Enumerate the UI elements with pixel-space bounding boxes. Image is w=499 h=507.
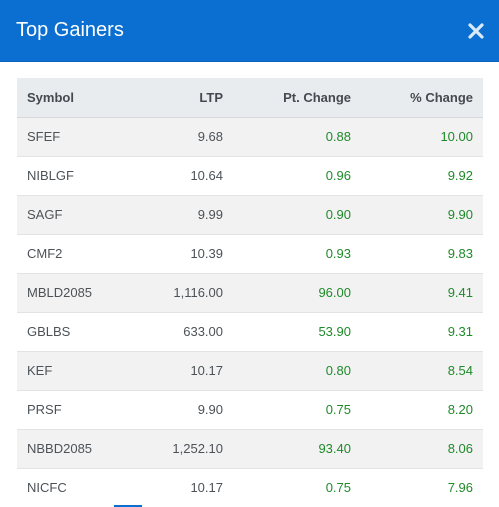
header-row: Symbol LTP Pt. Change % Change bbox=[17, 78, 483, 118]
ltp-cell: 1,252.10 bbox=[127, 428, 233, 468]
pt-change-cell: 93.40 bbox=[233, 428, 361, 468]
gainers-table: Symbol LTP Pt. Change % Change SFEF 9.68… bbox=[17, 78, 483, 507]
table-body: SFEF 9.68 0.88 10.00 NIBLGF 10.64 0.96 9… bbox=[17, 116, 483, 507]
pt-change-cell: 96.00 bbox=[233, 272, 361, 312]
ltp-cell: 10.17 bbox=[127, 350, 233, 390]
table-row[interactable]: SAGF 9.99 0.90 9.90 bbox=[17, 194, 483, 234]
pt-change-cell: 0.75 bbox=[233, 467, 361, 507]
symbol-cell: SAGF bbox=[17, 194, 127, 234]
ltp-cell: 1,116.00 bbox=[127, 272, 233, 312]
pct-change-cell: 7.96 bbox=[361, 467, 483, 507]
ltp-cell: 9.90 bbox=[127, 389, 233, 429]
column-header-ltp[interactable]: LTP bbox=[127, 78, 233, 118]
symbol-cell: NICFC bbox=[17, 467, 127, 507]
table-row[interactable]: CMF2 10.39 0.93 9.83 bbox=[17, 233, 483, 273]
symbol-cell: MBLD2085 bbox=[17, 272, 127, 312]
pt-change-cell: 0.88 bbox=[233, 116, 361, 156]
symbol-cell: GBLBS bbox=[17, 311, 127, 351]
symbol-cell: PRSF bbox=[17, 389, 127, 429]
table-row[interactable]: NBBD2085 1,252.10 93.40 8.06 bbox=[17, 428, 483, 468]
pct-change-cell: 9.92 bbox=[361, 155, 483, 195]
table-row[interactable]: MBLD2085 1,116.00 96.00 9.41 bbox=[17, 272, 483, 312]
table-row[interactable]: KEF 10.17 0.80 8.54 bbox=[17, 350, 483, 390]
symbol-cell: NBBD2085 bbox=[17, 428, 127, 468]
symbol-cell: NIBLGF bbox=[17, 155, 127, 195]
modal-header: Top Gainers bbox=[0, 0, 499, 62]
close-button[interactable] bbox=[467, 20, 485, 42]
pt-change-cell: 53.90 bbox=[233, 311, 361, 351]
symbol-cell: SFEF bbox=[17, 116, 127, 156]
pt-change-cell: 0.90 bbox=[233, 194, 361, 234]
ltp-cell: 9.68 bbox=[127, 116, 233, 156]
gainers-table-container: Symbol LTP Pt. Change % Change SFEF 9.68… bbox=[17, 78, 483, 507]
pct-change-cell: 8.06 bbox=[361, 428, 483, 468]
close-icon bbox=[468, 23, 484, 39]
ltp-cell: 9.99 bbox=[127, 194, 233, 234]
table-row[interactable]: NIBLGF 10.64 0.96 9.92 bbox=[17, 155, 483, 195]
symbol-cell: KEF bbox=[17, 350, 127, 390]
pct-change-cell: 9.41 bbox=[361, 272, 483, 312]
ltp-cell: 10.39 bbox=[127, 233, 233, 273]
ltp-cell: 10.17 bbox=[127, 467, 233, 507]
ltp-cell: 10.64 bbox=[127, 155, 233, 195]
table-row[interactable]: GBLBS 633.00 53.90 9.31 bbox=[17, 311, 483, 351]
pt-change-cell: 0.93 bbox=[233, 233, 361, 273]
scroll-indicator[interactable] bbox=[114, 505, 142, 507]
column-header-symbol[interactable]: Symbol bbox=[17, 78, 127, 118]
column-header-pct-change[interactable]: % Change bbox=[361, 78, 483, 118]
table-row[interactable]: SFEF 9.68 0.88 10.00 bbox=[17, 116, 483, 156]
column-header-pt-change[interactable]: Pt. Change bbox=[233, 78, 361, 118]
pct-change-cell: 9.31 bbox=[361, 311, 483, 351]
modal-title: Top Gainers bbox=[16, 19, 124, 41]
pct-change-cell: 9.90 bbox=[361, 194, 483, 234]
pct-change-cell: 8.20 bbox=[361, 389, 483, 429]
pt-change-cell: 0.75 bbox=[233, 389, 361, 429]
pt-change-cell: 0.96 bbox=[233, 155, 361, 195]
table-row[interactable]: NICFC 10.17 0.75 7.96 bbox=[17, 467, 483, 507]
pt-change-cell: 0.80 bbox=[233, 350, 361, 390]
symbol-cell: CMF2 bbox=[17, 233, 127, 273]
table-header: Symbol LTP Pt. Change % Change bbox=[17, 78, 483, 118]
pct-change-cell: 10.00 bbox=[361, 116, 483, 156]
pct-change-cell: 9.83 bbox=[361, 233, 483, 273]
pct-change-cell: 8.54 bbox=[361, 350, 483, 390]
table-row[interactable]: PRSF 9.90 0.75 8.20 bbox=[17, 389, 483, 429]
ltp-cell: 633.00 bbox=[127, 311, 233, 351]
